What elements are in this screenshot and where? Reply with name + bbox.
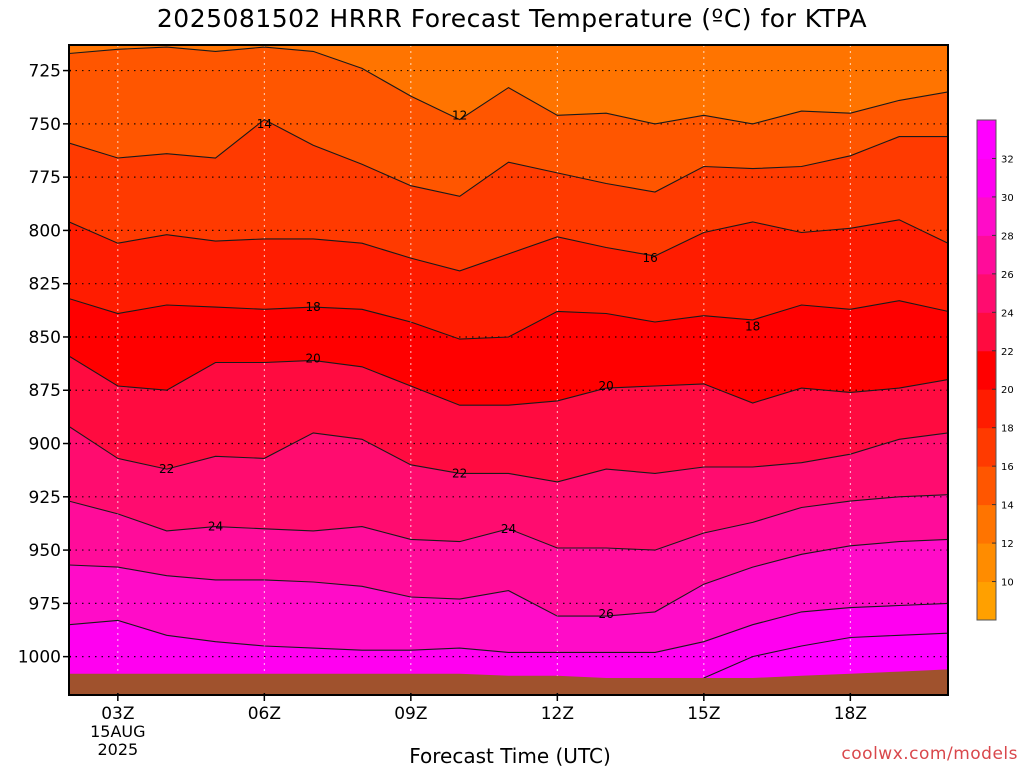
colorbar-segment-10 bbox=[977, 196, 996, 236]
x-tick-label-18Z: 18Z bbox=[834, 704, 867, 724]
y-tick-label-975: 975 bbox=[29, 594, 61, 614]
contour-line-20 bbox=[69, 355, 948, 406]
temperature-fills bbox=[69, 45, 948, 695]
chart-title: 2025081502 HRRR Forecast Temperature (ºC… bbox=[156, 4, 868, 33]
y-tick-label-1000: 1000 bbox=[18, 648, 61, 668]
y-tick-label-725: 725 bbox=[29, 62, 61, 82]
contour-label-24-9: 24 bbox=[208, 520, 223, 534]
colorbar-segment-3 bbox=[977, 466, 996, 506]
contour-line-24 bbox=[69, 494, 948, 551]
contour-label-20-6: 20 bbox=[599, 379, 614, 393]
contour-label-24-10: 24 bbox=[501, 522, 516, 536]
contour-label-16-2: 16 bbox=[642, 251, 657, 265]
contour-lines bbox=[69, 46, 948, 679]
colorbar-label-24: 24 bbox=[1001, 308, 1014, 319]
colorbar-segment-4 bbox=[977, 427, 996, 467]
x-tick-label-03Z: 03Z bbox=[101, 704, 134, 724]
colorbar-segment-1 bbox=[977, 543, 996, 583]
colorbar-segment-12 bbox=[977, 120, 996, 159]
contour-line-14 bbox=[69, 118, 948, 197]
contour-labels: 12 14 16 18 18 20 20 22 22 24 24 26 bbox=[159, 108, 760, 621]
x-date-label-0: 15AUG bbox=[90, 722, 145, 741]
x-date-label-1: 2025 bbox=[97, 740, 138, 759]
colorbar-label-10: 10 bbox=[1001, 578, 1014, 589]
colorbar-segment-11 bbox=[977, 158, 996, 198]
x-tick-label-06Z: 06Z bbox=[248, 704, 281, 724]
contour-label-22-8: 22 bbox=[452, 466, 467, 480]
y-tick-label-850: 850 bbox=[29, 328, 61, 348]
colorbar-label-22: 22 bbox=[1001, 347, 1014, 358]
colorbar-segment-5 bbox=[977, 389, 996, 429]
contour-label-14-1: 14 bbox=[257, 117, 272, 131]
contour-line-12 bbox=[69, 46, 948, 125]
y-tick-label-925: 925 bbox=[29, 488, 61, 508]
y-tick-label-775: 775 bbox=[29, 168, 61, 188]
x-tick-label-15Z: 15Z bbox=[687, 704, 720, 724]
colorbar: 10 12 14 16 18 20 22 24 26 28 30 32 bbox=[976, 119, 1014, 621]
y-tick-label-950: 950 bbox=[29, 541, 61, 561]
y-tick-label-750: 750 bbox=[29, 115, 61, 135]
grid-lines bbox=[69, 45, 948, 695]
contour-line-22 bbox=[69, 426, 948, 483]
contour-line-26 bbox=[69, 538, 948, 617]
y-tick-label-875: 875 bbox=[29, 381, 61, 401]
colorbar-segment-2 bbox=[977, 504, 996, 544]
contour-line-30 bbox=[703, 632, 948, 679]
plot-frame bbox=[68, 44, 949, 696]
colorbar-label-12: 12 bbox=[1001, 539, 1014, 550]
colorbar-label-18: 18 bbox=[1001, 424, 1014, 435]
colorbar-label-20: 20 bbox=[1001, 385, 1014, 396]
colorbar-label-30: 30 bbox=[1001, 193, 1014, 204]
colorbar-label-16: 16 bbox=[1001, 462, 1014, 473]
colorbar-label-26: 26 bbox=[1001, 270, 1014, 281]
x-tick-label-12Z: 12Z bbox=[541, 704, 574, 724]
contour-label-12-0: 12 bbox=[452, 108, 467, 122]
contour-label-20-5: 20 bbox=[306, 351, 321, 365]
ground-layer bbox=[69, 669, 948, 695]
contour-label-18-4: 18 bbox=[745, 319, 760, 333]
y-axis: 725 750 775 800 825 850 875 900 925 950 975 1000 bbox=[18, 62, 71, 668]
colorbar-label-32: 32 bbox=[1001, 154, 1014, 165]
colorbar-label-14: 14 bbox=[1001, 501, 1014, 512]
contour-label-18-3: 18 bbox=[306, 300, 321, 314]
colorbar-border bbox=[976, 119, 997, 621]
contour-line-28 bbox=[69, 602, 948, 653]
contour-line-18 bbox=[69, 298, 948, 340]
ground-fill bbox=[69, 669, 948, 695]
colorbar-segment-8 bbox=[977, 273, 996, 313]
x-tick-label-09Z: 09Z bbox=[394, 704, 427, 724]
colorbar-segment-9 bbox=[977, 235, 996, 275]
contour-label-22-7: 22 bbox=[159, 462, 174, 476]
colorbar-segment-7 bbox=[977, 312, 996, 352]
y-tick-label-800: 800 bbox=[29, 221, 61, 241]
colorbar-segment-6 bbox=[977, 350, 996, 390]
colorbar-label-28: 28 bbox=[1001, 231, 1014, 242]
y-tick-label-825: 825 bbox=[29, 275, 61, 295]
colorbar-segment-0 bbox=[977, 581, 996, 621]
credit-link[interactable]: coolwx.com/models bbox=[841, 744, 1018, 764]
contour-line-16 bbox=[69, 219, 948, 272]
y-tick-label-900: 900 bbox=[29, 435, 61, 455]
x-axis-label: Forecast Time (UTC) bbox=[409, 744, 611, 768]
contour-label-26-11: 26 bbox=[599, 607, 614, 621]
